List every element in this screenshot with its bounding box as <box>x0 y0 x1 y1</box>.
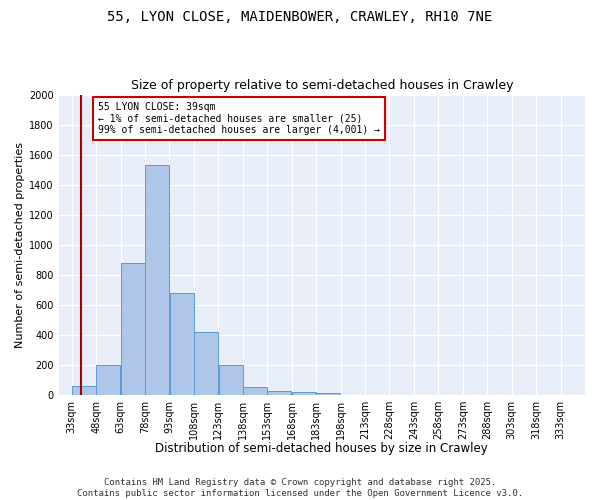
Text: Contains HM Land Registry data © Crown copyright and database right 2025.
Contai: Contains HM Land Registry data © Crown c… <box>77 478 523 498</box>
Bar <box>145 165 169 395</box>
Bar <box>316 392 340 395</box>
Bar <box>194 332 218 395</box>
Bar <box>97 365 121 395</box>
Y-axis label: Number of semi-detached properties: Number of semi-detached properties <box>15 142 25 348</box>
Bar <box>218 365 242 395</box>
Bar <box>170 293 194 395</box>
Bar <box>243 386 267 395</box>
Title: Size of property relative to semi-detached houses in Crawley: Size of property relative to semi-detach… <box>131 79 513 92</box>
X-axis label: Distribution of semi-detached houses by size in Crawley: Distribution of semi-detached houses by … <box>155 442 488 455</box>
Bar <box>72 386 96 395</box>
Bar <box>292 392 316 395</box>
Text: 55, LYON CLOSE, MAIDENBOWER, CRAWLEY, RH10 7NE: 55, LYON CLOSE, MAIDENBOWER, CRAWLEY, RH… <box>107 10 493 24</box>
Bar <box>121 263 145 395</box>
Bar <box>268 391 292 395</box>
Text: 55 LYON CLOSE: 39sqm
← 1% of semi-detached houses are smaller (25)
99% of semi-d: 55 LYON CLOSE: 39sqm ← 1% of semi-detach… <box>98 102 380 136</box>
